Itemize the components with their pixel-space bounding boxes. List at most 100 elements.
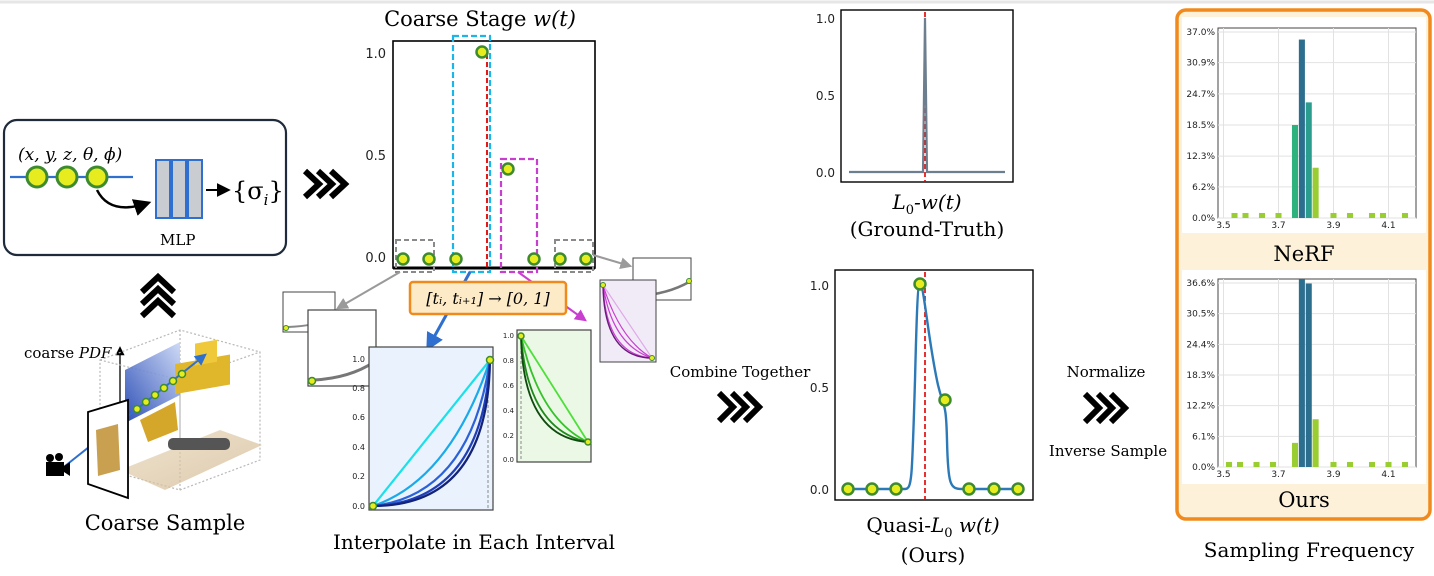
- inverse-sample-label: Inverse Sample: [1049, 442, 1167, 460]
- sigma-subscript: i: [264, 191, 269, 209]
- pdf-sheet: [125, 342, 180, 423]
- histogram-bar: [1291, 442, 1299, 467]
- quasi-l0-caption-2: (Ours): [901, 543, 966, 567]
- weight-point: [865, 482, 879, 496]
- y-tick-label: 37.0%: [1186, 28, 1215, 38]
- histogram-bar: [1346, 212, 1354, 218]
- mlp-layer: [155, 159, 171, 219]
- histogram-bar: [1368, 461, 1376, 467]
- histogram-bar: [1298, 39, 1305, 218]
- y-tick-label: 18.3%: [1186, 371, 1215, 381]
- y-tick-label: 6.2%: [1192, 183, 1215, 193]
- thumbnail-point: [686, 278, 692, 284]
- ray-sample: [177, 369, 187, 379]
- histogram-bar: [1379, 212, 1387, 218]
- quasi-caption-em: L: [930, 513, 944, 537]
- quasi-l0-plot: 0.0 0.5 1.0 Quasi-L0 w(t) (Ours): [810, 269, 1034, 567]
- thumbnail-point: [600, 282, 606, 288]
- y-tick-label: 0.2: [503, 432, 514, 440]
- quasi-caption-prefix: Quasi-: [866, 513, 931, 537]
- blue-interval-plot: 0.0 0.2 0.4 0.6 0.8 1.0: [352, 346, 495, 511]
- sample-point: [85, 165, 109, 189]
- histogram-bar: [1346, 461, 1354, 467]
- camera-icon: [46, 453, 70, 476]
- histogram-bar: [1269, 461, 1277, 467]
- quasi-caption-rest: w(t): [953, 513, 1000, 537]
- y-tick-label: 0.0: [365, 251, 386, 266]
- thumbnail-point: [649, 355, 655, 361]
- quasi-caption-sub: 0: [944, 526, 952, 541]
- y-tick-label: 0.4: [503, 407, 515, 415]
- mlp-layer: [171, 159, 187, 219]
- interpolate-caption: Interpolate in Each Interval: [333, 530, 615, 554]
- gray-arrow-icon: [592, 254, 633, 270]
- weight-point: [553, 252, 567, 266]
- interval-mapping-box: [tᵢ, tᵢ₊₁] → [0, 1]: [408, 280, 568, 316]
- encoder-panel: (x, y, z, θ, ϕ) MLP {σi}: [2, 118, 288, 257]
- curved-arrow-icon: [95, 189, 152, 216]
- y-tick-label: 0.5: [365, 149, 386, 164]
- gt-caption-rest: -w(t): [914, 190, 962, 214]
- ours-histogram: 0.0% 6.1% 12.2% 18.3% 24.4% 30.5% 36.6% 3.5 3.7 3…: [1182, 270, 1426, 484]
- y-tick-label: 0.8: [352, 384, 365, 393]
- up-chevron-icon: [139, 272, 177, 319]
- thumbnail-point: [283, 325, 289, 331]
- histogram-bar: [1305, 283, 1312, 467]
- x-tick-label: 4.1: [1381, 221, 1395, 231]
- sigma-symbol: {σ: [232, 177, 264, 205]
- x-tick-label: 4.1: [1381, 470, 1395, 480]
- encoder-input-label: (x, y, z, θ, ϕ): [18, 145, 122, 165]
- coarse-sample-caption: Coarse Sample: [85, 511, 246, 535]
- weight-point: [889, 482, 903, 496]
- histogram-bar: [1225, 461, 1233, 467]
- ours-label: Ours: [1278, 488, 1330, 512]
- green-interval-axes: [516, 329, 592, 463]
- ray-sample: [132, 404, 142, 414]
- histogram-bar: [1231, 212, 1238, 218]
- sample-point: [55, 165, 79, 189]
- quasi-l0-axes: [834, 269, 1034, 501]
- ground-truth-caption-2: (Ground-Truth): [850, 217, 1005, 241]
- ray-sample: [168, 376, 178, 386]
- interval-endpoint: [584, 438, 592, 446]
- histogram-bar: [1275, 212, 1282, 218]
- histogram-bar: [1242, 212, 1249, 218]
- y-tick-label: 24.4%: [1186, 340, 1215, 350]
- histogram-bar: [1258, 212, 1266, 218]
- coarse-pdf-prefix: coarse: [24, 344, 79, 362]
- x-tick-label: 3.7: [1271, 470, 1285, 480]
- y-tick-label: 0.4: [352, 443, 365, 452]
- sigma-close: }: [268, 177, 283, 205]
- y-tick-label: 0.6: [352, 413, 365, 422]
- y-tick-label: 36.6%: [1186, 279, 1215, 289]
- y-tick-label: 0.2: [352, 472, 365, 481]
- y-tick-label: 12.3%: [1186, 152, 1215, 162]
- quasi-l0-caption-1: Quasi-L0 w(t): [866, 513, 999, 541]
- x-tick-label: 3.9: [1326, 221, 1341, 231]
- histogram-bar: [1298, 279, 1305, 467]
- sampling-frequency-caption: Sampling Frequency: [1204, 538, 1415, 562]
- x-tick-label: 3.5: [1216, 470, 1230, 480]
- nerf-histogram: 0.0% 6.2% 12.3% 18.5% 24.7% 30.9% 37.0% 3.5 3.7 3…: [1182, 17, 1426, 233]
- magenta-interval-plot: [599, 279, 657, 363]
- y-tick-label: 1.0: [810, 279, 829, 293]
- ground-truth-plot: 0.0 0.5 1.0 L0-w(t) (Ground-Truth): [816, 9, 1014, 241]
- weight-point: [396, 252, 410, 266]
- gray-interval-thumbnails-left: [282, 291, 377, 387]
- x-tick-label: 3.9: [1326, 470, 1341, 480]
- coarse-pdf-em: PDF: [78, 344, 112, 362]
- interval-box-gray: [395, 239, 435, 273]
- ground-truth-caption-1: L0-w(t): [891, 190, 961, 218]
- y-tick-label: 0.0: [503, 456, 514, 464]
- weight-point: [962, 482, 976, 496]
- right-chevron-icon: [716, 390, 764, 424]
- gt-caption-sub: 0: [906, 203, 914, 218]
- weight-point: [527, 252, 541, 266]
- interval-endpoint: [485, 355, 495, 365]
- histogram-bar: [1291, 125, 1299, 218]
- weight-point: [913, 277, 927, 291]
- y-tick-label: 18.5%: [1186, 121, 1215, 131]
- right-chevron-icon: [302, 168, 350, 200]
- x-tick-label: 3.5: [1216, 221, 1230, 231]
